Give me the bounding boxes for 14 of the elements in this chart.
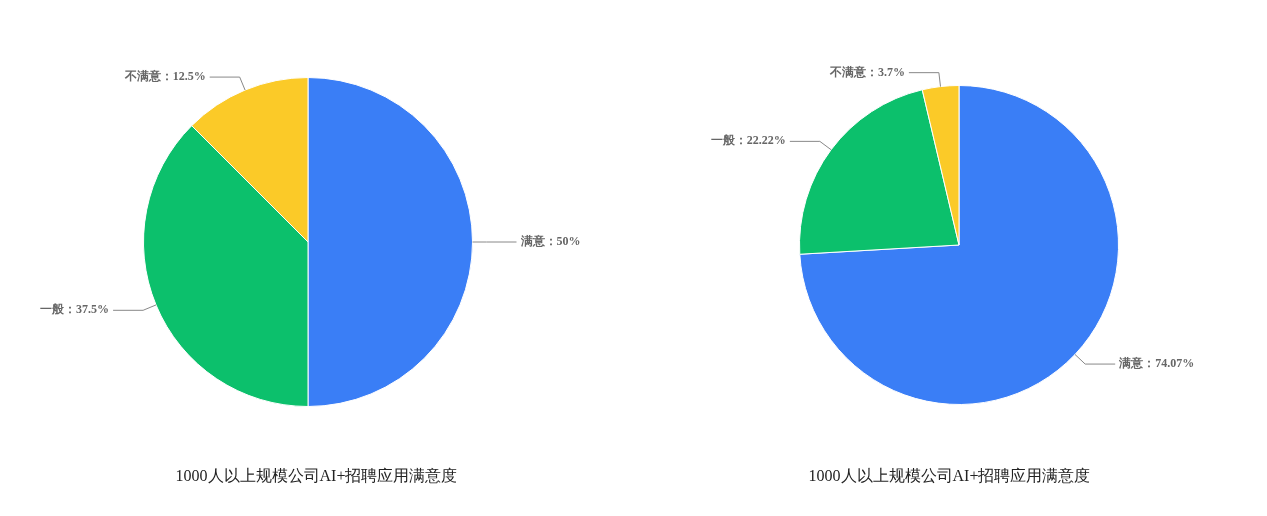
data-label: ：3.7% [865, 64, 905, 79]
data-label: ：12.5% [160, 69, 206, 84]
slice-label: 一般 [710, 133, 736, 148]
data-label: ：37.5% [64, 302, 110, 317]
data-label: ：50% [544, 234, 581, 249]
slice-label: 不满意 [123, 69, 162, 84]
data-label: ：74.07% [1143, 356, 1195, 371]
text: 1000人以上规模公司AI+招聘应用满意度 [807, 466, 1092, 486]
slice-label: 满意 [519, 234, 546, 249]
slice-label: 不满意 [828, 64, 867, 79]
text: 1000人以上规模公司AI+招聘应用满意度 [174, 466, 459, 486]
slice-label: 满意 [1118, 356, 1145, 371]
data-label: ：22.22% [734, 133, 786, 148]
slice-label: 一般 [40, 302, 66, 317]
